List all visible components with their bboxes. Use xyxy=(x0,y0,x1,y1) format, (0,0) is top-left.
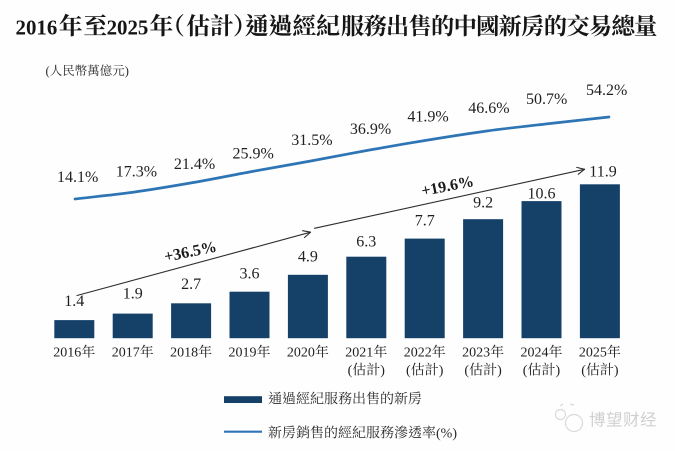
svg-text:2025: 2025 xyxy=(579,346,607,361)
svg-text:): ) xyxy=(380,363,385,378)
svg-text:2023: 2023 xyxy=(462,346,490,361)
svg-text:(: ( xyxy=(464,363,469,378)
svg-text:46.6%: 46.6% xyxy=(468,100,509,117)
svg-text:(: ( xyxy=(523,363,528,378)
svg-text:1.4: 1.4 xyxy=(64,293,84,310)
svg-text:36.9%: 36.9% xyxy=(350,121,391,138)
svg-text:(: ( xyxy=(46,64,50,78)
svg-text:2022: 2022 xyxy=(404,346,432,361)
svg-text:3.6: 3.6 xyxy=(240,266,260,283)
svg-text:2016: 2016 xyxy=(16,15,58,39)
svg-text:7.7: 7.7 xyxy=(415,212,435,229)
svg-text:2017: 2017 xyxy=(112,346,140,361)
svg-text:11.9: 11.9 xyxy=(589,164,616,181)
svg-text:54.2%: 54.2% xyxy=(586,82,627,99)
svg-text:): ) xyxy=(497,363,502,378)
svg-text:2021: 2021 xyxy=(345,346,373,361)
svg-text:2025: 2025 xyxy=(107,15,149,39)
svg-text:50.7%: 50.7% xyxy=(526,91,567,108)
svg-text:(%): (%) xyxy=(436,426,457,441)
svg-text:2016: 2016 xyxy=(53,346,81,361)
svg-text:): ) xyxy=(556,363,561,378)
svg-text:1.9: 1.9 xyxy=(123,286,143,303)
svg-text:6.3: 6.3 xyxy=(356,234,376,251)
svg-text:31.5%: 31.5% xyxy=(291,132,332,149)
svg-text:17.3%: 17.3% xyxy=(116,164,157,181)
svg-text:2020: 2020 xyxy=(287,346,315,361)
svg-text:2024: 2024 xyxy=(521,346,549,361)
svg-text:): ) xyxy=(439,363,444,378)
svg-text:2018: 2018 xyxy=(170,346,198,361)
svg-text:14.1%: 14.1% xyxy=(57,169,98,186)
svg-text:41.9%: 41.9% xyxy=(407,109,448,126)
svg-text:2019: 2019 xyxy=(229,346,257,361)
svg-text:21.4%: 21.4% xyxy=(174,156,215,173)
svg-text:(: ( xyxy=(348,363,353,378)
svg-text:9.2: 9.2 xyxy=(473,195,493,212)
svg-text:): ) xyxy=(125,64,129,78)
svg-text:2.7: 2.7 xyxy=(181,276,201,293)
svg-text:(: ( xyxy=(406,363,411,378)
svg-text:4.9: 4.9 xyxy=(298,249,318,266)
svg-text:10.6: 10.6 xyxy=(528,186,556,203)
svg-text:(: ( xyxy=(581,363,586,378)
svg-text:): ) xyxy=(614,363,619,378)
svg-text:25.9%: 25.9% xyxy=(233,146,274,163)
